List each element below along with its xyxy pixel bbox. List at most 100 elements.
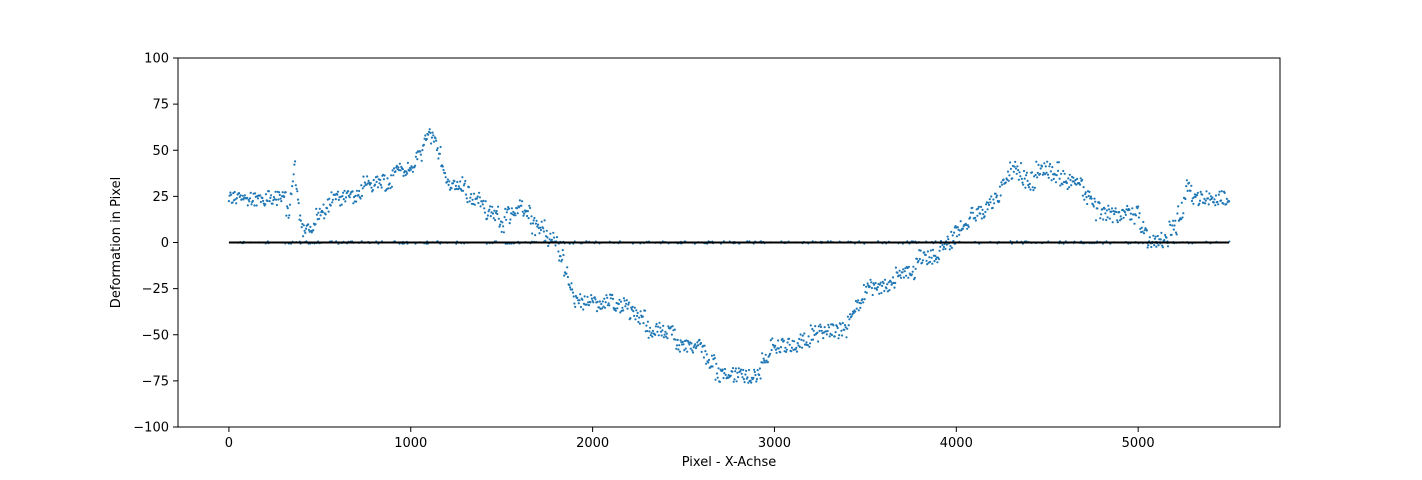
data-point <box>1099 217 1102 220</box>
data-point <box>528 204 531 207</box>
data-point <box>805 341 808 344</box>
y-tick-label: −25 <box>142 282 169 297</box>
data-point <box>782 339 786 342</box>
data-point <box>636 311 639 314</box>
data-point <box>1044 173 1047 176</box>
data-point <box>532 219 535 222</box>
data-point <box>388 182 391 185</box>
data-point <box>753 368 756 371</box>
data-point <box>715 362 718 365</box>
data-point <box>998 185 1002 188</box>
data-point <box>933 260 936 263</box>
data-point <box>1075 183 1078 186</box>
data-point <box>1092 205 1095 208</box>
data-point <box>961 227 965 230</box>
data-point <box>344 196 348 199</box>
data-point <box>259 194 262 197</box>
data-point <box>1000 181 1003 184</box>
data-point <box>422 143 425 146</box>
data-point <box>436 147 439 150</box>
data-point <box>859 302 863 305</box>
data-point <box>573 302 576 305</box>
data-point <box>1160 231 1163 234</box>
data-point <box>312 229 315 232</box>
data-point <box>562 253 565 257</box>
data-point <box>995 196 998 199</box>
data-point <box>733 378 736 381</box>
data-point <box>516 212 519 215</box>
data-point <box>430 136 433 139</box>
data-point <box>1094 219 1098 222</box>
data-point <box>465 197 468 200</box>
data-point <box>479 205 482 208</box>
data-point <box>1096 207 1099 210</box>
data-point <box>1110 210 1113 213</box>
data-point <box>934 258 938 261</box>
data-point <box>342 198 345 201</box>
data-point <box>696 341 699 344</box>
data-point <box>717 367 720 370</box>
data-point <box>694 347 698 350</box>
data-point <box>1214 204 1217 207</box>
data-point <box>1176 212 1179 215</box>
data-point <box>538 232 541 235</box>
data-point <box>548 238 551 241</box>
data-point <box>907 276 910 279</box>
data-point <box>1118 219 1122 222</box>
data-point <box>795 346 798 349</box>
data-point <box>1116 219 1119 222</box>
data-point <box>711 365 714 368</box>
data-point <box>987 201 990 204</box>
data-point <box>850 315 853 318</box>
data-point <box>264 203 267 206</box>
data-point <box>875 288 879 291</box>
data-point <box>818 329 821 333</box>
data-point <box>501 221 504 224</box>
data-point <box>545 235 548 238</box>
data-point <box>380 186 383 189</box>
data-point <box>505 211 508 214</box>
data-point <box>1016 165 1019 168</box>
data-point <box>966 224 970 227</box>
data-point <box>866 282 869 285</box>
data-point <box>1196 191 1199 194</box>
data-point <box>1131 207 1134 210</box>
data-point <box>446 178 449 181</box>
data-point <box>1041 173 1044 176</box>
data-point <box>1118 211 1121 214</box>
data-point <box>243 194 246 197</box>
data-point <box>974 216 977 219</box>
data-point <box>670 333 674 336</box>
data-point <box>399 169 402 172</box>
data-point <box>1120 217 1123 221</box>
data-point <box>296 190 299 193</box>
data-point <box>739 368 743 371</box>
data-point <box>817 340 820 343</box>
data-point <box>1028 182 1031 185</box>
data-point <box>1045 171 1048 174</box>
data-point <box>814 325 817 328</box>
data-point <box>1174 219 1177 222</box>
data-point <box>977 207 980 210</box>
data-point <box>985 203 988 206</box>
data-point <box>811 327 814 331</box>
data-point <box>256 197 260 200</box>
data-point <box>637 320 640 324</box>
data-point <box>358 189 361 193</box>
data-point <box>581 298 584 301</box>
data-point <box>1057 161 1060 164</box>
data-point <box>1140 226 1143 229</box>
data-point <box>790 346 794 349</box>
data-point <box>370 186 373 189</box>
data-point <box>1105 209 1108 212</box>
data-point <box>871 293 874 297</box>
data-point <box>1018 171 1021 174</box>
data-point <box>586 295 589 298</box>
data-point <box>291 185 294 188</box>
data-point <box>651 335 654 338</box>
data-point <box>1107 204 1110 207</box>
data-point <box>390 174 393 177</box>
data-point <box>614 307 617 310</box>
data-point <box>402 174 405 177</box>
data-point <box>609 297 612 300</box>
